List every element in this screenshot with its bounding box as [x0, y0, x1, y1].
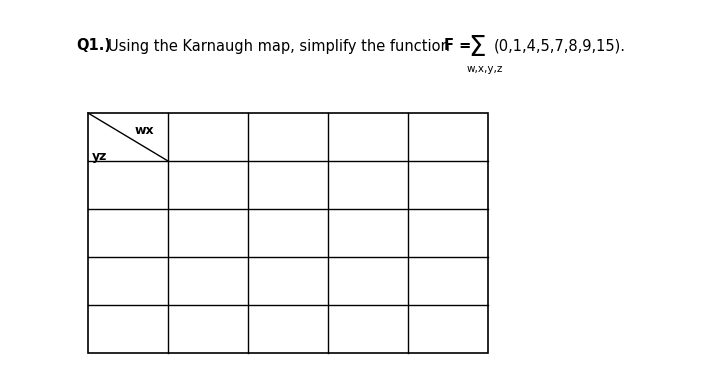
Text: wx: wx [134, 123, 154, 137]
Bar [88, 113, 488, 353]
Text: yz: yz [92, 150, 107, 163]
Text: F =: F = [444, 38, 471, 53]
Text: (0,1,4,5,7,8,9,15).: (0,1,4,5,7,8,9,15). [494, 38, 626, 53]
Text: Using the Karnaugh map, simplify the function: Using the Karnaugh map, simplify the fun… [108, 38, 450, 53]
Text: w,x,y,z: w,x,y,z [467, 64, 503, 74]
Text: Σ: Σ [468, 34, 485, 62]
Text: Q1.): Q1.) [76, 38, 111, 53]
